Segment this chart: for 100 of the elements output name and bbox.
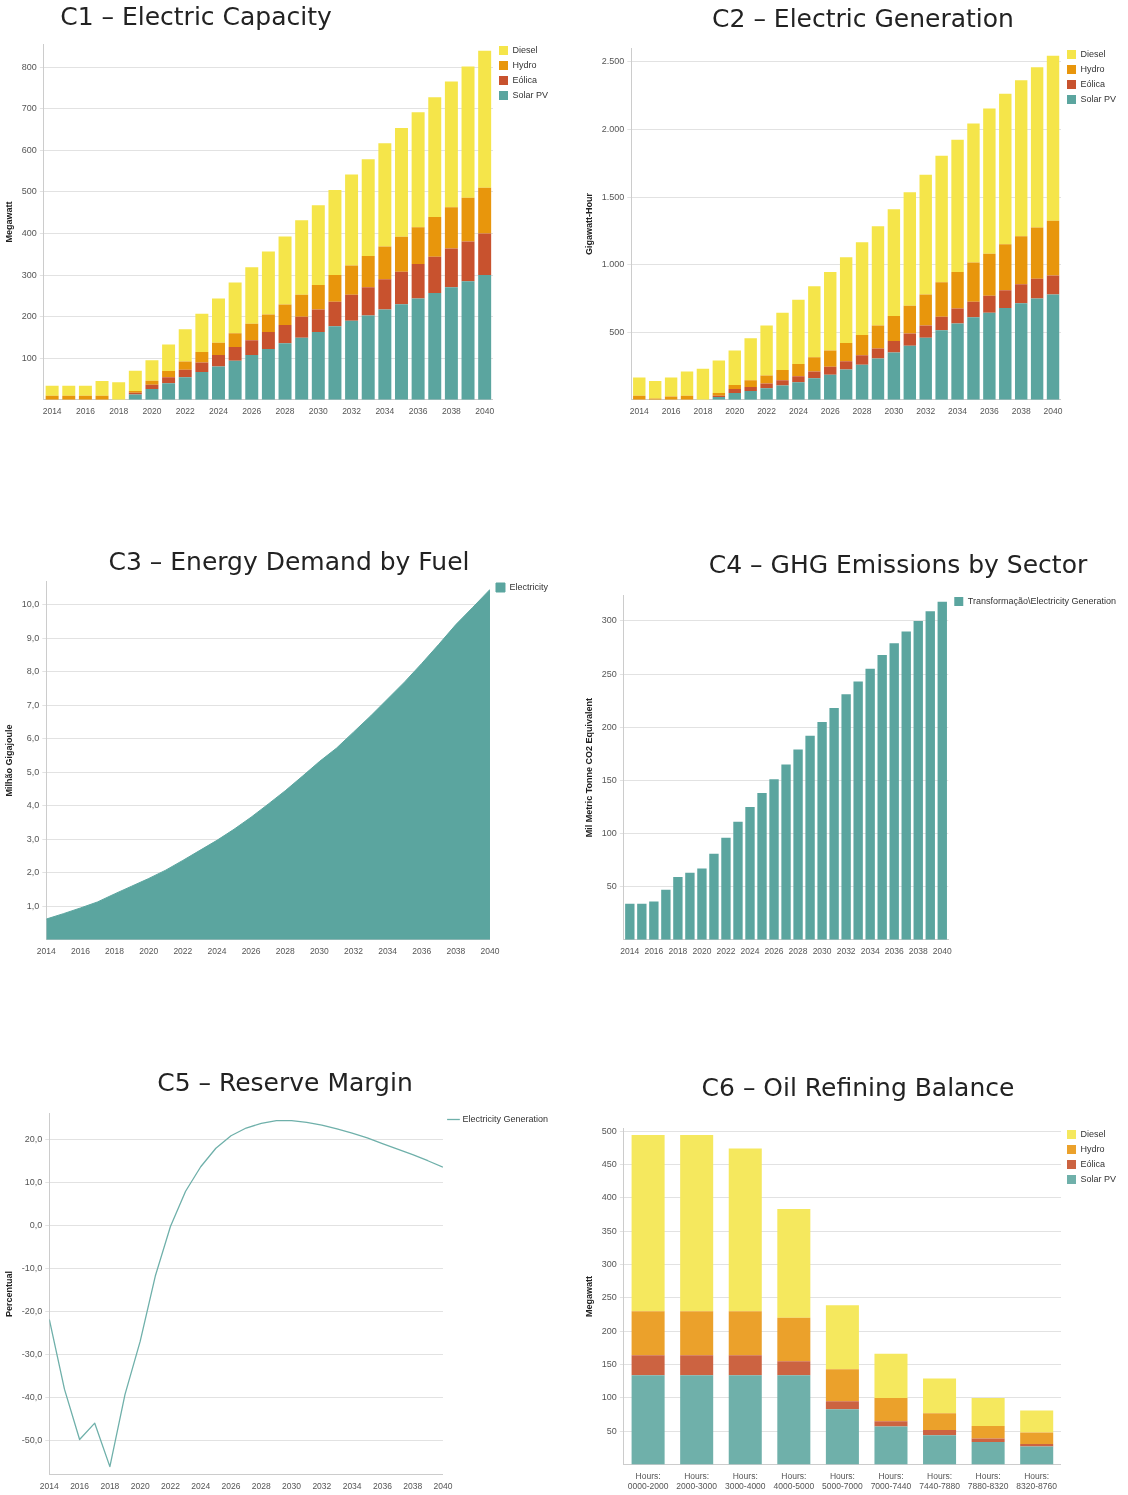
bar xyxy=(631,1355,665,1376)
bar xyxy=(777,1361,811,1376)
bar xyxy=(874,1426,908,1465)
bar xyxy=(212,298,225,343)
bar xyxy=(983,108,996,254)
bar xyxy=(855,242,869,335)
bar xyxy=(839,361,853,370)
x-tick-label: 2022 xyxy=(757,406,777,417)
bar xyxy=(919,294,932,326)
bar xyxy=(887,209,901,317)
bar xyxy=(855,355,869,365)
bar xyxy=(278,324,292,344)
bar xyxy=(378,246,392,280)
bar xyxy=(874,1353,908,1398)
x-tick-label: 2034 xyxy=(342,1481,362,1492)
bar xyxy=(395,236,408,272)
bar xyxy=(1014,236,1028,285)
bar xyxy=(824,366,837,375)
x-tick-label: 2028 xyxy=(275,946,295,957)
y-tick-label: 3,0 xyxy=(26,833,40,844)
y-tick-label: 400 xyxy=(21,228,37,239)
bar xyxy=(428,216,442,257)
x-tick-label: 2020 xyxy=(139,946,159,957)
bar xyxy=(887,341,901,353)
bar xyxy=(951,323,964,400)
x-tick-label: 2024 xyxy=(209,406,229,417)
bar xyxy=(913,620,923,940)
x-tick-label: 2036 xyxy=(979,406,1000,417)
bar xyxy=(648,380,662,399)
x-tick-label: 2036 xyxy=(372,1481,393,1492)
bar xyxy=(62,385,76,396)
bar xyxy=(680,1355,714,1376)
bar xyxy=(212,354,225,367)
bar xyxy=(378,279,392,310)
x-tick-label: 2022 xyxy=(173,946,193,957)
chart-title: C2 – Electric Generation xyxy=(711,4,1015,33)
legend-label: Eólica xyxy=(512,74,537,85)
bar xyxy=(839,369,853,400)
bar xyxy=(728,1311,762,1356)
bar xyxy=(935,282,948,317)
y-axis-title: Gigawatt-Hour xyxy=(583,192,594,256)
bar xyxy=(825,1409,859,1465)
bar xyxy=(824,350,837,367)
y-tick-label: 1.000 xyxy=(601,259,625,270)
bar xyxy=(808,357,821,372)
bar xyxy=(378,143,392,247)
bar xyxy=(478,50,492,188)
x-tick-label: Hours: 5000-7000 xyxy=(822,1471,863,1492)
x-tick-label: 2028 xyxy=(275,406,295,417)
x-tick-label: 2014 xyxy=(36,946,57,957)
bar xyxy=(919,174,932,295)
bar xyxy=(311,285,325,310)
bar xyxy=(395,127,408,237)
bar xyxy=(212,342,225,355)
legend-label: Diesel xyxy=(1080,1128,1106,1139)
bar xyxy=(278,236,292,305)
bar xyxy=(728,388,741,394)
bar xyxy=(428,292,442,400)
bar xyxy=(728,350,741,385)
x-tick-label: Hours: 0000-2000 xyxy=(627,1471,669,1492)
bar xyxy=(697,868,707,940)
bar xyxy=(664,377,678,397)
y-tick-label: 300 xyxy=(601,1258,617,1269)
x-tick-label: 2038 xyxy=(403,1481,423,1492)
y-tick-label: 100 xyxy=(21,352,37,363)
bar xyxy=(744,380,757,387)
bar xyxy=(162,377,176,384)
x-tick-label: 2016 xyxy=(661,406,681,417)
bar xyxy=(808,378,821,400)
y-tick-label: 10,0 xyxy=(24,1176,43,1187)
bar xyxy=(680,1311,714,1356)
bar xyxy=(361,287,375,316)
bar xyxy=(923,1413,957,1430)
y-tick-label: 350 xyxy=(601,1225,617,1236)
x-tick-label: 2040 xyxy=(433,1481,453,1492)
bar xyxy=(428,256,442,293)
bar xyxy=(937,601,947,940)
y-tick-label: 50 xyxy=(606,1425,617,1436)
bar xyxy=(212,366,225,400)
bar xyxy=(792,363,805,377)
bar xyxy=(935,155,948,283)
bar xyxy=(999,307,1012,400)
bar xyxy=(999,290,1012,308)
bar xyxy=(808,286,821,358)
bar xyxy=(637,903,647,940)
bar xyxy=(311,309,325,333)
bar xyxy=(1014,284,1028,304)
bar xyxy=(461,197,475,242)
bar xyxy=(793,749,803,940)
bar xyxy=(777,1209,811,1318)
y-tick-label: 700 xyxy=(21,103,37,114)
x-tick-label: 2026 xyxy=(241,946,261,957)
y-tick-label: 250 xyxy=(601,1292,617,1303)
bar xyxy=(841,694,851,940)
y-tick-label: -10,0 xyxy=(21,1262,43,1273)
bar xyxy=(877,654,887,940)
y-tick-label: 150 xyxy=(601,774,617,785)
bar xyxy=(278,343,292,400)
bar xyxy=(633,377,646,396)
y-tick-label: 5,0 xyxy=(26,766,40,777)
